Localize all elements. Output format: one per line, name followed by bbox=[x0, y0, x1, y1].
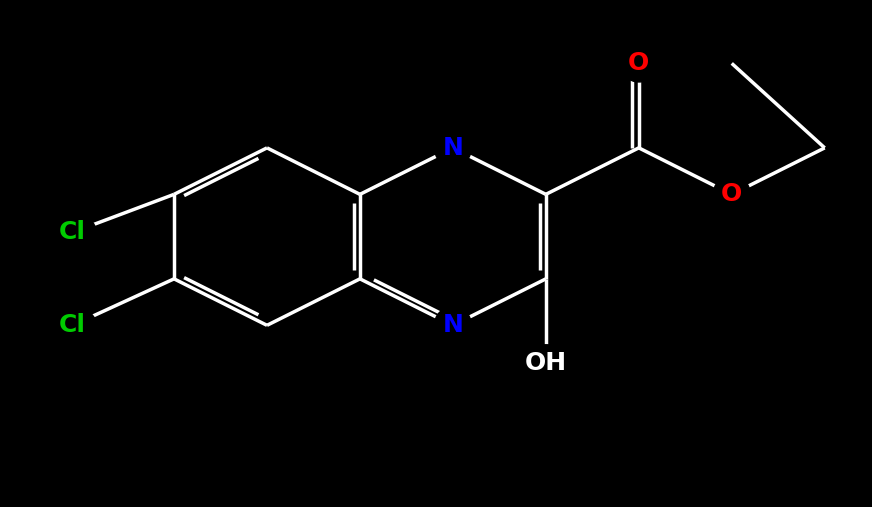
Text: OH: OH bbox=[525, 351, 567, 375]
Ellipse shape bbox=[434, 307, 472, 344]
Text: Cl: Cl bbox=[59, 313, 86, 337]
Ellipse shape bbox=[713, 176, 750, 213]
Ellipse shape bbox=[49, 214, 96, 251]
Text: O: O bbox=[628, 51, 650, 76]
Text: Cl: Cl bbox=[59, 221, 86, 244]
Ellipse shape bbox=[49, 307, 96, 344]
Ellipse shape bbox=[434, 129, 472, 166]
Ellipse shape bbox=[521, 345, 571, 382]
Text: N: N bbox=[442, 313, 463, 337]
Text: O: O bbox=[721, 183, 742, 206]
Ellipse shape bbox=[620, 45, 657, 82]
Text: N: N bbox=[442, 136, 463, 160]
